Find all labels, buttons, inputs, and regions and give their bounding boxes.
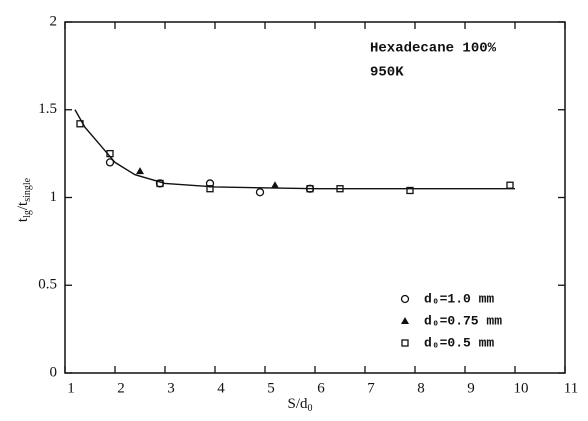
fit-curve [74,109,515,190]
x-axis-label-part: 0 [308,403,313,414]
x-tick-label: 3 [167,380,175,396]
legend-marker [401,339,409,347]
x-tick-label: 4 [217,380,225,396]
point [336,185,344,193]
point [206,185,214,193]
y-axis-label-part: lg [22,210,33,218]
x-tick-label: 11 [564,380,578,396]
point [136,167,144,175]
point [156,179,164,188]
legend-label: d₀=1.0 mm [424,291,494,306]
point [76,120,84,128]
point [271,181,279,189]
point [255,188,265,197]
x-axis-label-part: S/d [287,396,308,412]
annotation: Hexadecane 100% [370,41,497,57]
point [105,158,115,167]
x-tick-label: 5 [267,380,275,396]
x-tick-label: 6 [317,380,325,396]
point [205,179,215,188]
y-axis-label: tlg/tsingle [15,177,33,222]
y-tick-label: 2 [50,13,58,29]
y-axis-label-part: single [22,177,33,201]
x-axis-label: S/d0 [287,396,312,414]
point [406,186,414,195]
point [506,181,514,189]
y-tick-label: 0 [50,364,58,380]
x-tick-label: 1 [67,380,75,396]
x-tick-label: 9 [467,380,475,396]
x-tick-label: 8 [417,380,425,396]
x-tick-label: 2 [117,380,125,396]
legend-label: d₀=0.75 mm [424,313,502,328]
y-tick-label: 0.5 [38,277,57,293]
y-axis-label-part: /t [15,201,31,210]
y-axis-label-part: t [15,217,31,222]
x-tick-label: 7 [367,380,375,396]
annotation: 950K [370,65,404,81]
point [106,149,114,158]
legend-marker [401,317,409,324]
y-tick-label: 1 [50,189,58,205]
legend-label: d₀=0.5 mm [424,335,494,350]
legend-marker [400,294,410,304]
x-tick-label: 10 [514,380,529,396]
point [306,185,314,193]
y-tick-label: 1.5 [38,101,57,117]
